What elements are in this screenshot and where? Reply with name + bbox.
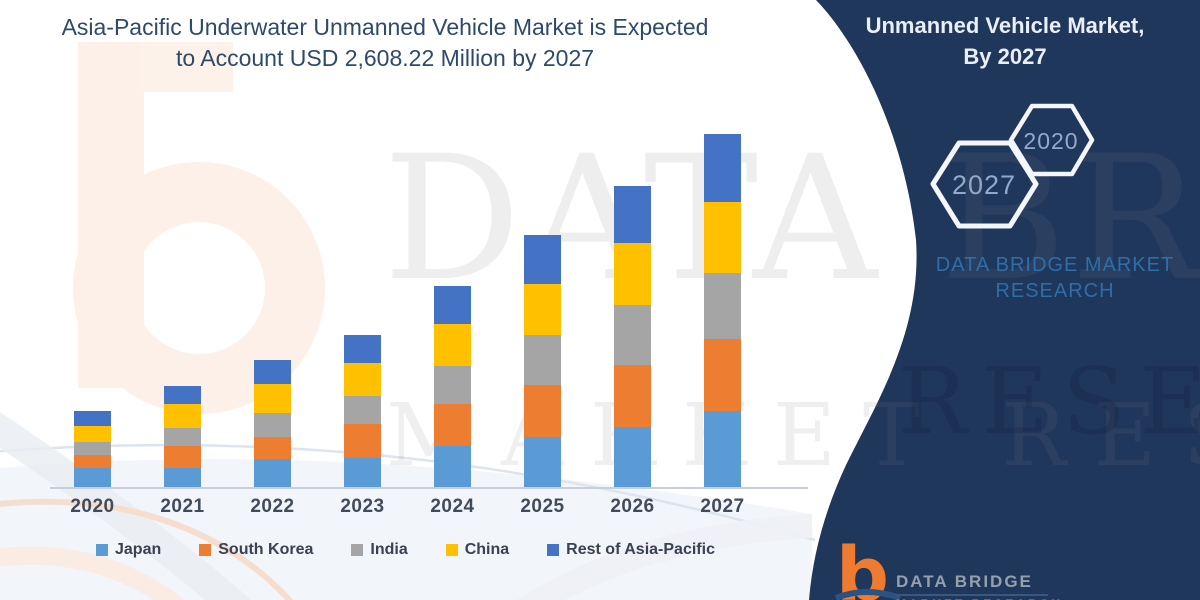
panel-title-line2: By 2027 (963, 44, 1047, 69)
footer-logo: b DATA BRIDGE MARKET RESEARCH (834, 538, 1096, 600)
bar-segment-rest-of-asia-pacific-2023 (344, 335, 381, 363)
bar-segment-south-korea-2022 (254, 437, 291, 460)
bar-segment-rest-of-asia-pacific-2024 (434, 285, 471, 324)
x-axis-label-2020: 2020 (70, 496, 115, 517)
bar-segment-china-2021 (164, 404, 201, 428)
navy-panel-shape (809, 0, 1200, 600)
bar-segment-south-korea-2026 (614, 365, 651, 427)
bar-2020 (74, 411, 111, 487)
bar-segment-china-2025 (524, 283, 561, 335)
bar-2027 (704, 134, 741, 487)
panel-title: Unmanned Vehicle Market, By 2027 (840, 10, 1170, 72)
bar-segment-india-2023 (344, 396, 381, 425)
bar-segment-rest-of-asia-pacific-2026 (614, 185, 651, 243)
bar-2024 (434, 285, 471, 487)
panel-brand-line2: RESEARCH (995, 280, 1115, 302)
bar-2021 (164, 386, 201, 487)
bar-segment-india-2027 (704, 272, 741, 340)
bar-segment-south-korea-2021 (164, 445, 201, 468)
legend-swatch-icon (351, 544, 364, 556)
bar-segment-china-2027 (704, 201, 741, 273)
logo-swoosh-icon (834, 589, 901, 600)
legend-item-south-korea: South Korea (199, 541, 313, 559)
legend-label: China (464, 541, 510, 558)
legend-swatch-icon (96, 544, 108, 556)
bar-2023 (344, 335, 381, 487)
x-axis-label-2021: 2021 (160, 496, 205, 517)
bar-segment-japan-2021 (164, 467, 201, 487)
legend-swatch-icon (445, 544, 458, 556)
legend-label: Japan (115, 541, 162, 558)
bar-segment-india-2021 (164, 427, 201, 446)
x-axis-baseline (50, 487, 808, 489)
bar-segment-rest-of-asia-pacific-2022 (254, 360, 291, 384)
panel-brand-text: DATA BRIDGE MARKET RESEARCH (905, 252, 1200, 304)
bottom-wave-curves (0, 411, 816, 600)
pale-b-watermark (73, 42, 325, 414)
bar-2025 (524, 234, 561, 487)
bar-segment-rest-of-asia-pacific-2021 (164, 386, 201, 405)
chart-title: Asia-Pacific Underwater Unmanned Vehicle… (35, 12, 735, 74)
bar-segment-china-2020 (74, 426, 111, 443)
chart-title-line1: Asia-Pacific Underwater Unmanned Vehicle… (61, 14, 709, 40)
legend-item-japan: Japan (96, 541, 161, 559)
bar-segment-japan-2023 (344, 457, 381, 487)
chart-legend: Japan South Korea India China Rest of Asia-P… (96, 541, 715, 559)
legend-label: South Korea (218, 541, 314, 558)
bar-segment-rest-of-asia-pacific-2025 (524, 234, 561, 284)
x-axis-label-2026: 2026 (610, 496, 655, 517)
bar-segment-south-korea-2020 (74, 455, 111, 469)
bar-segment-south-korea-2027 (704, 339, 741, 411)
legend-label: India (370, 541, 408, 558)
bar-segment-china-2022 (254, 383, 291, 413)
x-axis-label-2024: 2024 (430, 496, 475, 517)
bar-segment-japan-2024 (434, 446, 471, 487)
bar-segment-japan-2025 (524, 436, 561, 487)
bar-segment-japan-2020 (74, 468, 111, 487)
stacked-bars (74, 134, 741, 487)
bar-2026 (614, 185, 651, 487)
bar-segment-south-korea-2023 (344, 424, 381, 458)
bar-segment-india-2020 (74, 442, 111, 456)
panel-title-line1: Unmanned Vehicle Market, (865, 13, 1145, 38)
bar-segment-south-korea-2025 (524, 384, 561, 437)
bar-segment-japan-2022 (254, 459, 291, 487)
bar-segment-china-2024 (434, 323, 471, 366)
bar-2022 (254, 360, 291, 487)
x-axis-label-2023: 2023 (340, 496, 385, 517)
bar-segment-india-2022 (254, 412, 291, 438)
legend-swatch-icon (199, 544, 212, 556)
bar-segment-india-2024 (434, 365, 471, 404)
bar-segment-japan-2026 (614, 427, 651, 487)
bar-segment-south-korea-2024 (434, 403, 471, 446)
x-axis-label-2027: 2027 (700, 496, 745, 517)
legend-swatch-icon (547, 544, 560, 556)
panel-brand-line1: DATA BRIDGE MARKET (935, 254, 1175, 276)
logo-underline (896, 594, 1048, 596)
chart-title-line2: to Account USD 2,608.22 Million by 2027 (175, 45, 595, 71)
legend-item-china: China (445, 541, 510, 559)
bar-segment-japan-2027 (704, 410, 741, 487)
logo-tagline: MARKET RESEARCH (896, 597, 1063, 600)
bar-segment-china-2026 (614, 242, 651, 306)
x-axis-label-2025: 2025 (520, 496, 565, 517)
bar-segment-rest-of-asia-pacific-2020 (74, 411, 111, 427)
bar-segment-rest-of-asia-pacific-2027 (704, 134, 741, 202)
x-axis-label-2022: 2022 (250, 496, 295, 517)
legend-item-india: India (351, 541, 408, 559)
logo-name: DATA BRIDGE (896, 572, 1033, 591)
bar-segment-india-2026 (614, 305, 651, 366)
legend-label: Rest of Asia-Pacific (566, 541, 715, 558)
legend-item-rest-of-asia-pacific: Rest of Asia-Pacific (547, 541, 715, 559)
bar-segment-india-2025 (524, 334, 561, 385)
bar-segment-china-2023 (344, 362, 381, 397)
